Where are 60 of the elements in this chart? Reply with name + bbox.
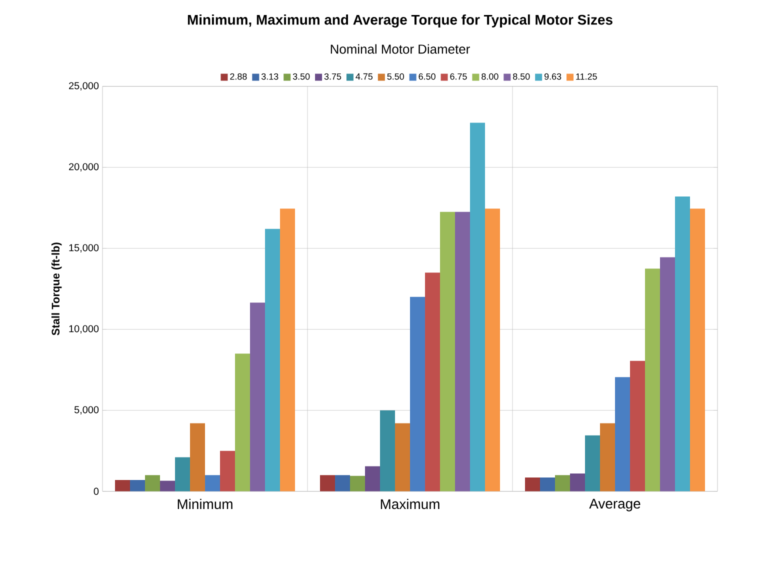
bar — [280, 208, 296, 492]
y-tick-label: 10,000 — [69, 325, 99, 334]
bar — [570, 474, 586, 492]
bar — [365, 466, 380, 492]
bar — [585, 435, 600, 492]
bar — [630, 360, 646, 492]
chart-title: Minimum, Maximum and Average Torque for Typical Motor Sizes — [188, 14, 612, 28]
bar — [130, 480, 146, 492]
legend-label: 2.88 — [230, 73, 247, 80]
legend-label: 3.13 — [262, 73, 278, 80]
legend-label: 5.50 — [387, 73, 404, 80]
bar — [265, 228, 280, 492]
legend-label: 3.50 — [292, 73, 310, 80]
legend-label: 3.75 — [324, 73, 342, 80]
y-tick-label: 15,000 — [69, 244, 99, 252]
legend-title: Nominal Motor Diameter — [330, 44, 470, 54]
bar — [600, 423, 616, 492]
y-tick-label: 25,000 — [69, 82, 99, 90]
y-tick-label: 20,000 — [69, 163, 99, 172]
legend-label: 4.75 — [356, 73, 373, 80]
bar — [175, 457, 190, 492]
bar — [555, 475, 570, 492]
bar — [645, 268, 660, 492]
bar — [250, 302, 266, 492]
bar — [335, 475, 350, 492]
bar — [395, 423, 410, 492]
bar — [235, 354, 250, 492]
y-tick-label: 0 — [94, 488, 99, 495]
bar — [455, 212, 470, 492]
bar — [470, 122, 486, 492]
x-tick-label: Maximum — [380, 498, 440, 510]
bar — [410, 296, 426, 492]
y-axis-title: Stall Torque (ft-lb) — [51, 242, 62, 336]
bar — [485, 208, 500, 492]
legend-label: 8.00 — [482, 73, 498, 80]
bar — [205, 475, 220, 492]
bar — [425, 272, 440, 492]
bar — [320, 475, 336, 492]
bar — [145, 475, 160, 492]
bar — [380, 410, 396, 492]
bar — [190, 423, 206, 492]
x-tick-label: Minimum — [178, 498, 232, 510]
bar — [690, 208, 706, 492]
legend-label: 6.50 — [418, 73, 436, 80]
bar — [615, 377, 630, 492]
bar — [440, 212, 456, 492]
y-tick-label: 5,000 — [74, 406, 99, 414]
bar — [525, 478, 540, 492]
bar — [160, 480, 176, 492]
legend-label: 6.75 — [450, 73, 467, 80]
bar — [675, 196, 690, 492]
legend-label: 9.63 — [544, 73, 562, 80]
bar — [220, 450, 236, 492]
bar — [540, 478, 556, 492]
x-tick-label: Average — [589, 498, 640, 512]
bar — [660, 257, 676, 492]
bar — [350, 476, 366, 492]
bar — [115, 480, 130, 492]
legend-label: 11.25 — [576, 73, 597, 80]
legend-label: 8.50 — [513, 73, 530, 80]
